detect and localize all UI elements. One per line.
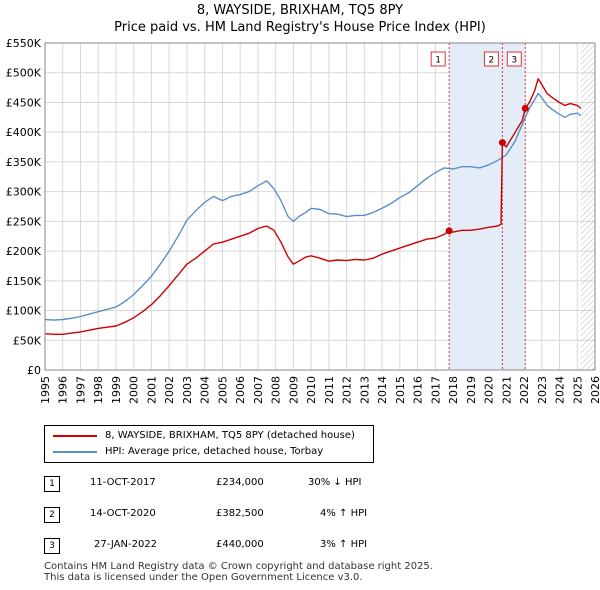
sale-point [521, 104, 529, 112]
sale-point [445, 227, 453, 235]
x-tick-label: 2019 [465, 376, 478, 404]
legend-label-hpi: HPI: Average price, detached house, Torb… [105, 446, 324, 457]
x-tick-label: 2021 [500, 376, 513, 404]
x-tick-label: 1995 [39, 376, 52, 404]
plot-frame [44, 42, 596, 371]
sale-label-box [506, 51, 522, 67]
sale-number-badge: 2 [44, 507, 60, 523]
sale-label: 3 [511, 56, 517, 66]
x-tick-label: 2017 [429, 376, 442, 404]
x-tick-label: 2007 [252, 376, 265, 404]
x-tick-label: 2015 [394, 376, 407, 404]
y-tick-label: £50K [13, 334, 42, 347]
x-tick-label: 2010 [305, 376, 318, 404]
x-tick-label: 2004 [199, 376, 212, 404]
sale-hpi-diff: 4% ↑ HPI [320, 508, 368, 519]
chart-subtitle: Price paid vs. HM Land Registry's House … [114, 20, 486, 35]
sale-label: 2 [489, 56, 495, 66]
x-tick-label: 2000 [128, 376, 141, 404]
x-tick-label: 1996 [57, 376, 70, 404]
sale-hpi-diff: 30% ↓ HPI [308, 477, 362, 488]
x-tick-label: 2022 [518, 376, 531, 404]
x-tick-label: 2014 [376, 376, 389, 404]
x-tick-label: 2009 [287, 376, 300, 404]
x-tick-label: 2003 [181, 376, 194, 404]
chart-title: 8, WAYSIDE, BRIXHAM, TQ5 8PY [196, 3, 404, 18]
y-tick-label: £150K [6, 275, 42, 288]
y-tick-label: £200K [6, 245, 42, 258]
sale-row: 2 14-OCT-2020 £382,500 4% ↑ HPI [44, 507, 444, 525]
legend-swatch-hpi [53, 451, 97, 453]
hpi-line [44, 92, 582, 321]
sale-label-box [430, 51, 446, 67]
x-tick-label: 2016 [412, 376, 425, 404]
x-tick-label: 2024 [554, 376, 567, 404]
y-tick-label: £300K [6, 186, 42, 199]
y-tick-label: £400K [6, 126, 42, 139]
y-tick-label: £0 [27, 364, 41, 377]
x-tick-label: 2025 [571, 376, 584, 404]
sale-row: 1 11-OCT-2017 £234,000 30% ↓ HPI [44, 476, 444, 494]
sale-label: 1 [435, 56, 441, 66]
legend: 8, WAYSIDE, BRIXHAM, TQ5 8PY (detached h… [44, 425, 374, 463]
x-tick-label: 2023 [536, 376, 549, 404]
x-tick-label: 2013 [358, 376, 371, 404]
y-tick-label: £250K [6, 215, 42, 228]
x-tick-label: 2006 [234, 376, 247, 404]
x-tick-label: 2008 [270, 376, 283, 404]
sale-number-badge: 3 [44, 538, 60, 554]
sale-number-badge: 1 [44, 476, 60, 492]
y-tick-label: £450K [6, 96, 42, 109]
footer-copyright: Contains HM Land Registry data © Crown c… [44, 561, 433, 572]
x-tick-label: 2011 [323, 376, 336, 404]
x-tick-label: 2012 [341, 376, 354, 404]
legend-swatch-property [53, 435, 97, 437]
x-tick-label: 2005 [216, 376, 229, 404]
y-tick-label: £550K [6, 37, 42, 50]
y-tick-label: £350K [6, 156, 42, 169]
sale-date: 14-OCT-2020 [90, 508, 156, 519]
x-tick-label: 2001 [145, 376, 158, 404]
sale-point [498, 139, 506, 147]
sale-price: £382,500 [216, 508, 264, 519]
sale-price: £440,000 [216, 539, 264, 550]
x-tick-label: 1997 [74, 376, 87, 404]
y-tick-label: £500K [6, 67, 42, 80]
ownership-period-shade [449, 43, 526, 370]
footer-license: This data is licensed under the Open Gov… [44, 572, 363, 583]
sale-price: £234,000 [216, 477, 264, 488]
y-tick-label: £100K [6, 305, 42, 318]
property-price-line [44, 77, 582, 335]
x-tick-label: 2026 [589, 376, 600, 404]
x-tick-label: 1998 [92, 376, 105, 404]
x-tick-label: 2020 [483, 376, 496, 404]
x-tick-label: 2018 [447, 376, 460, 404]
sale-hpi-diff: 3% ↑ HPI [320, 539, 368, 550]
price-chart: 1 2 3 £0 £50K £100K £150K £200K £250K £300K £350K… [6, 37, 600, 404]
sale-date: 27-JAN-2022 [94, 539, 158, 550]
x-tick-label: 1999 [110, 376, 123, 404]
forecast-hatch [580, 43, 595, 370]
legend-label-property: 8, WAYSIDE, BRIXHAM, TQ5 8PY (detached h… [105, 430, 355, 441]
x-tick-label: 2002 [163, 376, 176, 404]
sale-label-box [483, 51, 499, 67]
sale-date: 11-OCT-2017 [90, 477, 156, 488]
sale-row: 3 27-JAN-2022 £440,000 3% ↑ HPI [44, 538, 444, 556]
